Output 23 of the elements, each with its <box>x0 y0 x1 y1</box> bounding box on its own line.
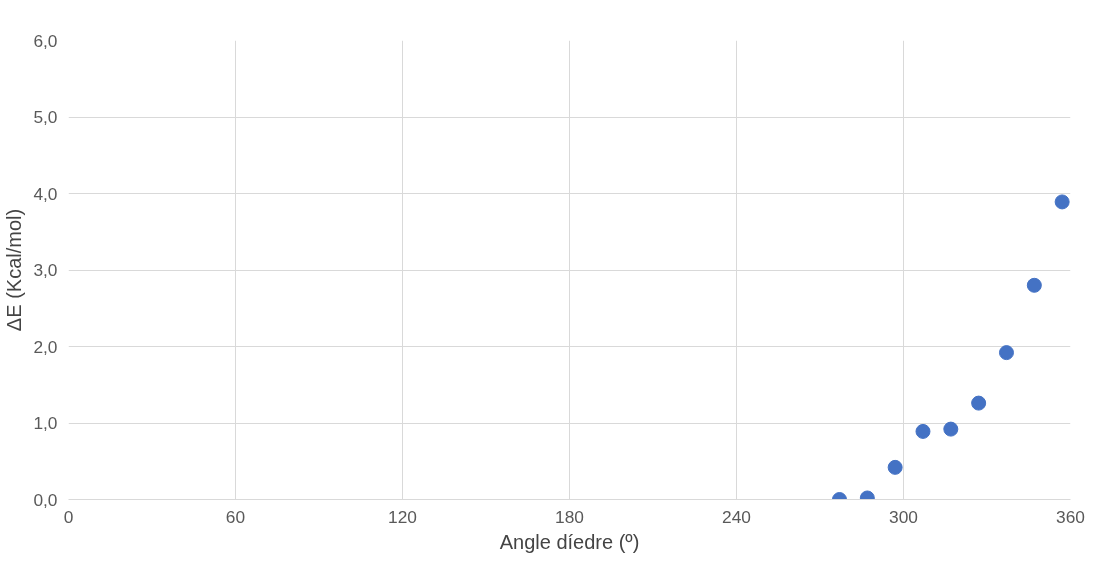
x-tick-label: 300 <box>889 506 918 527</box>
y-tick-label: 5,0 <box>33 107 58 127</box>
y-tick-label: 6,0 <box>33 30 58 51</box>
x-tick-label: 240 <box>722 506 751 527</box>
point <box>943 421 959 437</box>
x-tick-label: 180 <box>555 506 584 527</box>
point <box>887 459 903 475</box>
y-tick-label: 3,0 <box>33 260 58 280</box>
x-tick-label: 0 <box>63 506 74 527</box>
point <box>1054 194 1070 210</box>
x-tick-label: 60 <box>225 506 246 527</box>
y-tick-label: 4,0 <box>33 183 58 204</box>
x-axis-title: Angle díedre (º) <box>499 530 640 553</box>
x-tick-label: 360 <box>1056 506 1085 527</box>
point <box>971 395 987 411</box>
y-tick-label: 0,0 <box>33 489 58 510</box>
x-tick-label: 120 <box>388 506 417 527</box>
point <box>1026 277 1042 293</box>
point <box>998 345 1014 361</box>
y-tick-label: 2,0 <box>33 336 58 357</box>
y-axis-title: ΔE (Kcal/mol) <box>3 208 26 332</box>
point <box>915 423 931 439</box>
y-tick-label: 1,0 <box>33 413 58 433</box>
